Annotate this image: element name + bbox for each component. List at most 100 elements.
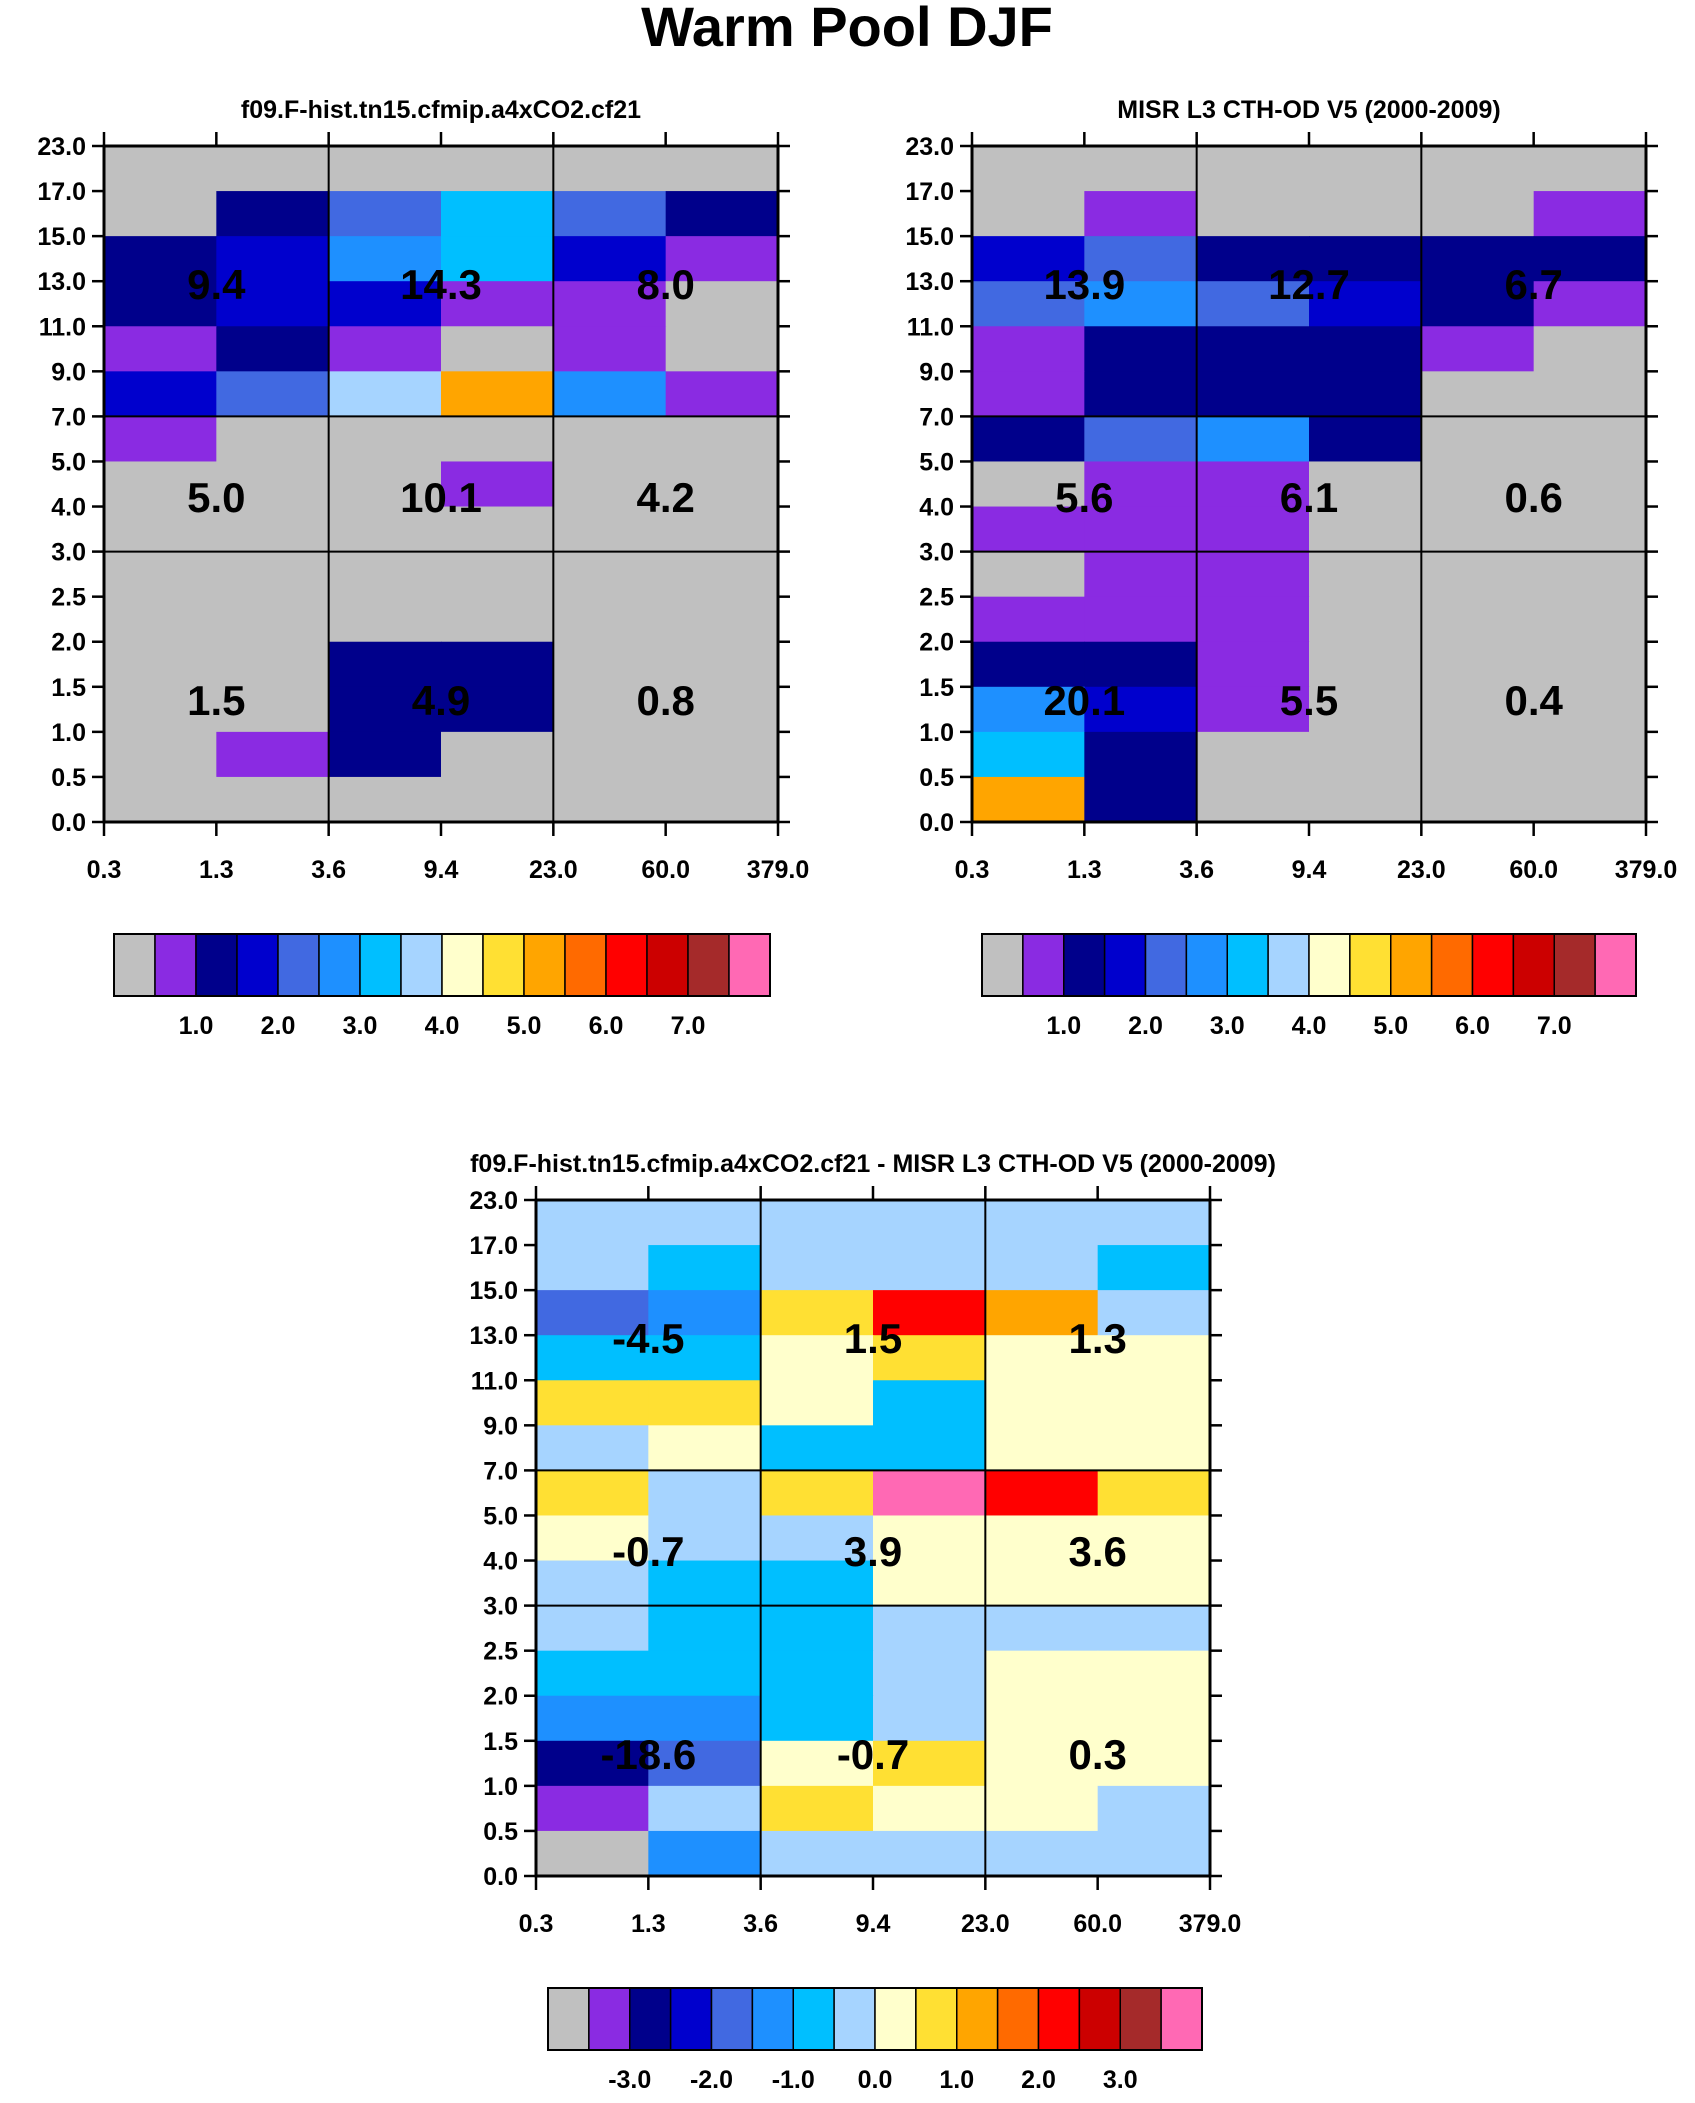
block-sum-label: 0.3 — [1068, 1731, 1126, 1778]
heatmap-cell — [972, 506, 1085, 553]
colorbar: -3.0 -2.0 -1.0 0.0 1.0 2.0 3.0 — [547, 1987, 1203, 2094]
heatmap-cell — [441, 281, 554, 327]
block-sum-label: 13.9 — [1043, 261, 1125, 308]
heatmap-cell — [104, 371, 217, 417]
heatmap-cell — [648, 1335, 762, 1381]
heatmap-cell — [648, 1200, 762, 1246]
heatmap-cell — [1421, 146, 1535, 192]
colorbar-swatch — [646, 933, 689, 997]
heatmap-cell — [216, 416, 330, 463]
colorbar-frame — [547, 1987, 1203, 2051]
colorbar-swatch — [687, 933, 730, 997]
colorbar-label: -2.0 — [690, 2066, 733, 2094]
colorbar-label: 1.0 — [1046, 1012, 1081, 1040]
heatmap-cell — [873, 1695, 986, 1742]
panels: f09.F-hist.tn15.cfmip.a4xCO2.cf21 0.0 0.5 1… — [37, 96, 1677, 2094]
heatmap-cell — [216, 371, 330, 417]
heatmap-cell — [441, 461, 554, 508]
heatmap-cell — [1421, 191, 1535, 237]
y-tick-label: 2.0 — [51, 629, 86, 657]
block-sum-label: 5.5 — [1280, 677, 1338, 724]
heatmap-cell — [441, 191, 554, 237]
colorbar-swatch — [1063, 933, 1106, 997]
x-axis: 0.3 1.3 3.6 9.4 23.0 60.0 379.0 — [519, 1186, 1241, 1938]
heatmap-cell — [985, 1200, 1099, 1246]
y-tick-label: 1.5 — [483, 1728, 518, 1756]
heatmap-cell — [1097, 1560, 1211, 1607]
colorbar-label: 3.0 — [343, 1012, 378, 1040]
colorbar-label: 2.0 — [1128, 1012, 1163, 1040]
heatmap-cell — [972, 776, 1085, 823]
heatmap-cell — [553, 416, 667, 463]
x-tick-label: 23.0 — [529, 856, 578, 884]
heatmap-cell — [873, 1290, 986, 1336]
heatmap-cell — [1421, 506, 1535, 553]
x-tick-label: 0.3 — [519, 1910, 554, 1938]
y-tick-label: 17.0 — [37, 178, 86, 206]
colorbar-swatch — [359, 933, 402, 997]
heatmap-cell — [760, 1470, 874, 1517]
heatmap-cell — [1309, 461, 1422, 508]
heatmap-cell — [441, 731, 554, 778]
heatmap-cell — [760, 1605, 874, 1652]
heatmap-cell — [328, 146, 442, 192]
heatmap-cell — [328, 281, 442, 327]
panel-title: MISR L3 CTH-OD V5 (2000-2009) — [1117, 96, 1500, 124]
y-tick-label: 13.0 — [37, 268, 86, 296]
heatmap-cell — [648, 1605, 762, 1652]
x-axis: 0.3 1.3 3.6 9.4 23.0 60.0 379.0 — [87, 132, 809, 884]
heatmap-cell — [1097, 1290, 1211, 1336]
heatmap-cell — [216, 686, 330, 733]
heatmap-cell — [104, 281, 217, 327]
heatmap-cell — [553, 776, 667, 823]
heatmap-cell — [216, 506, 330, 553]
colorbar-swatch — [629, 1987, 672, 2051]
heatmap-cell — [665, 776, 779, 823]
colorbar-swatch — [833, 1987, 876, 2051]
heatmap-cell — [760, 1830, 874, 1877]
heatmap-cell — [873, 1425, 986, 1471]
heatmap-cell — [536, 1560, 649, 1607]
heatmap-cell — [441, 776, 554, 823]
heatmap-cell — [1421, 461, 1535, 508]
heatmap-cell — [665, 506, 779, 553]
x-tick-label: 23.0 — [961, 1910, 1010, 1938]
y-tick-label: 7.0 — [919, 403, 954, 431]
x-tick-label: 379.0 — [1615, 856, 1678, 884]
heatmap-cell — [1196, 686, 1310, 733]
group-dividers — [536, 1200, 1210, 1876]
y-tick-label: 23.0 — [905, 133, 954, 161]
heatmap-cell — [104, 146, 217, 192]
colorbar-label: 4.0 — [425, 1012, 460, 1040]
heatmap-cell — [328, 641, 442, 688]
heatmap-cell — [1196, 416, 1310, 463]
block-sum-label: 1.5 — [844, 1315, 902, 1362]
heatmap-cell — [972, 416, 1085, 463]
heatmap-cell — [1097, 1830, 1211, 1877]
panel-title: f09.F-hist.tn15.cfmip.a4xCO2.cf21 - MISR… — [470, 1150, 1276, 1178]
colorbar-label: -1.0 — [772, 2066, 815, 2094]
heatmap-cell — [536, 1740, 649, 1787]
heatmap-cell — [441, 326, 554, 372]
heatmap-cell — [104, 461, 217, 508]
heatmap-cell — [216, 641, 330, 688]
heatmap-cell — [1097, 1515, 1211, 1562]
y-tick-label: 3.0 — [483, 1593, 518, 1621]
colorbar-swatch — [710, 1987, 754, 2051]
heatmap-cell — [216, 326, 330, 372]
colorbar-label: -3.0 — [608, 2066, 651, 2094]
heatmap-cell — [1196, 371, 1310, 417]
heatmap-cells — [972, 146, 1647, 823]
heatmap-cell — [648, 1785, 762, 1832]
block-sum-label: 0.4 — [1504, 677, 1563, 724]
heatmap-cell — [972, 146, 1085, 192]
x-tick-label: 9.4 — [424, 856, 459, 884]
heatmap-cell — [104, 416, 217, 463]
y-tick-label: 3.0 — [51, 539, 86, 567]
colorbar-swatch — [1267, 933, 1310, 997]
panel-model: f09.F-hist.tn15.cfmip.a4xCO2.cf21 0.0 0.5 1… — [37, 96, 809, 1040]
heatmap-cell — [665, 686, 779, 733]
colorbar-swatch — [1022, 933, 1065, 997]
block-sum-label: 0.6 — [1504, 474, 1562, 521]
